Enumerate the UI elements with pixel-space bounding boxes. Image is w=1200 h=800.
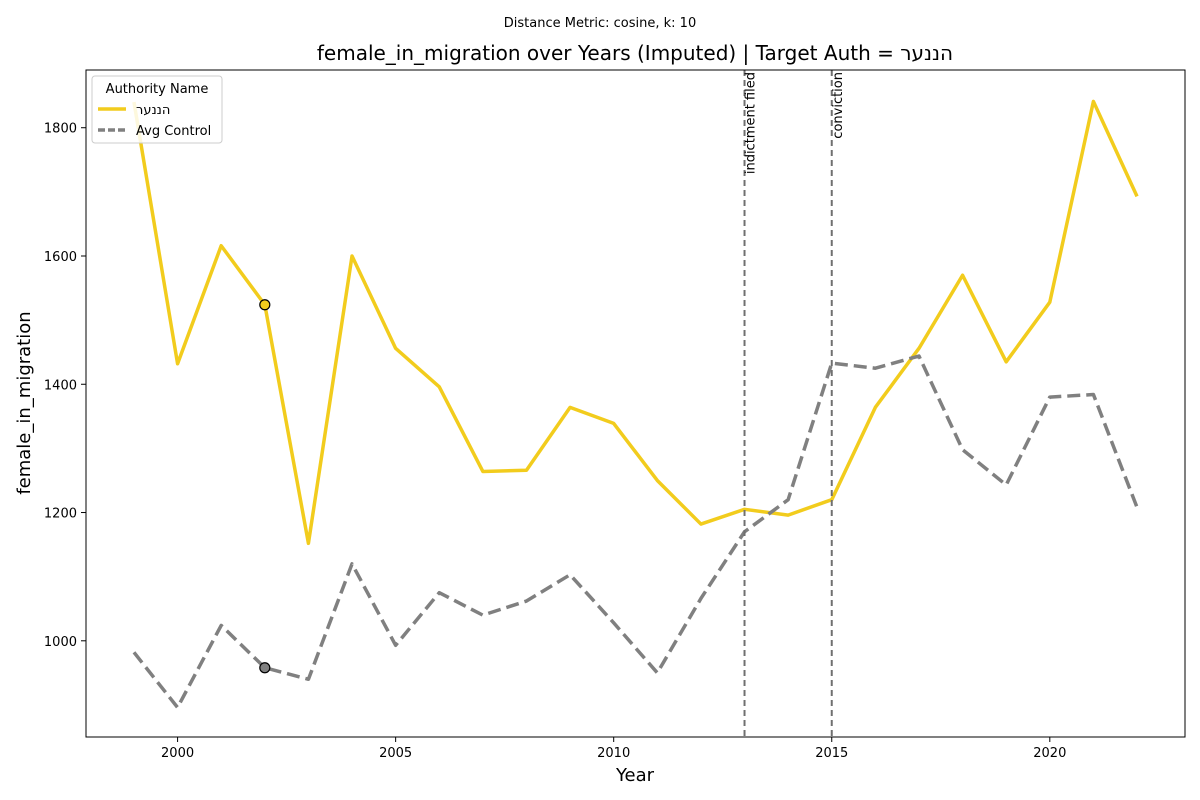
legend-label-target: הננער xyxy=(136,103,170,118)
legend-label-control: Avg Control xyxy=(136,124,211,139)
x-tick-label-2010: 2010 xyxy=(597,746,630,761)
event-lines: indictment filed conviction xyxy=(743,70,846,737)
series-line-control xyxy=(132,354,1139,710)
x-tick-label-2005: 2005 xyxy=(379,746,412,761)
x-tick-label-2000: 2000 xyxy=(161,746,194,761)
highlight-markers xyxy=(259,299,271,674)
y-axis-label: female_in_migration xyxy=(14,311,35,494)
plot-area xyxy=(132,99,1139,710)
x-tick-label-2015: 2015 xyxy=(815,746,848,761)
event-label-1: conviction xyxy=(831,72,846,139)
y-tick-label-1400: 1400 xyxy=(44,378,77,393)
legend: Authority Name הננער Avg Control xyxy=(91,75,223,144)
legend-box xyxy=(91,75,223,144)
plot-frame xyxy=(85,69,1186,738)
x-axis-label: Year xyxy=(615,765,655,786)
y-tick-label-1200: 1200 xyxy=(44,507,77,522)
x-tick-label-2020: 2020 xyxy=(1033,746,1066,761)
event-label-0: indictment filed xyxy=(744,72,759,174)
chart-title: female_in_migration over Years (Imputed)… xyxy=(317,41,953,65)
y-axis: 1000 1200 1400 1600 1800 xyxy=(44,122,86,650)
y-tick-label-1800: 1800 xyxy=(44,122,77,137)
series-line-target xyxy=(132,99,1139,546)
chart-subtitle: Distance Metric: cosine, k: 10 xyxy=(504,16,696,31)
marker-point-1 xyxy=(259,662,271,674)
y-tick-label-1000: 1000 xyxy=(44,635,77,650)
x-axis: 2000 2005 2010 2015 2020 xyxy=(161,737,1066,761)
legend-title: Authority Name xyxy=(106,82,209,97)
y-tick-label-1600: 1600 xyxy=(44,250,77,265)
marker-point-0 xyxy=(259,299,271,311)
